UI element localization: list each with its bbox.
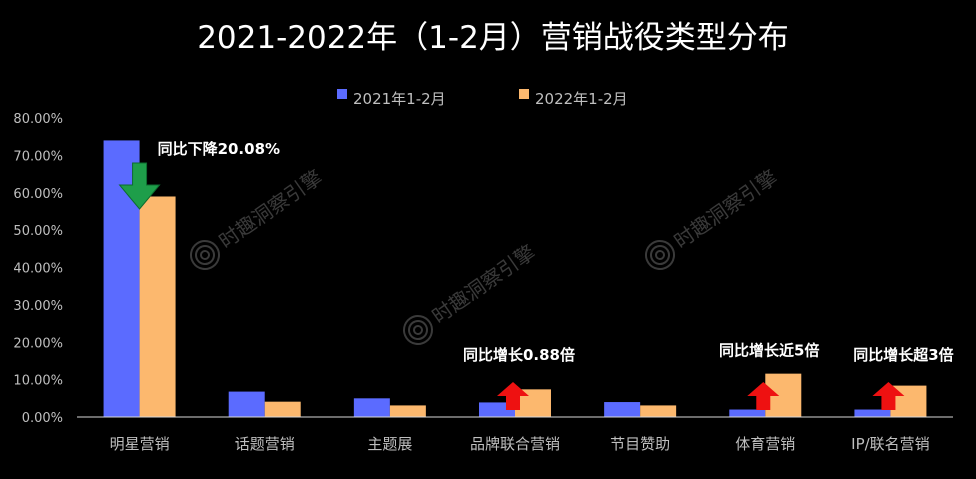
x-tick-label: IP/联名营销 bbox=[851, 435, 930, 453]
watermark: 时趣洞察引擎 bbox=[190, 165, 327, 270]
watermark-logo-icon bbox=[655, 250, 665, 260]
watermark-text: 时趣洞察引擎 bbox=[428, 240, 540, 328]
y-tick-label: 30.00% bbox=[13, 299, 63, 314]
arrow-down-icon bbox=[118, 162, 161, 210]
x-tick-label: 品牌联合营销 bbox=[470, 435, 560, 453]
legend-label-2021: 2021年1-2月 bbox=[353, 90, 446, 108]
watermark: 时趣洞察引擎 bbox=[403, 240, 540, 345]
legend-swatch-2022 bbox=[519, 89, 529, 99]
watermark-text: 时趣洞察引擎 bbox=[670, 165, 782, 253]
annotation-label: 同比增长近5倍 bbox=[719, 342, 819, 360]
x-axis: 明星营销 话题营销 主题展 品牌联合营销 节目赞助 体育营销 IP/联名营销 bbox=[110, 435, 930, 453]
y-tick-label: 40.00% bbox=[13, 262, 63, 277]
annotation-label: 同比下降20.08% bbox=[158, 140, 280, 158]
y-tick-label: 80.00% bbox=[13, 112, 63, 127]
bar-2021 bbox=[353, 398, 390, 417]
annotations: 同比下降20.08% 同比增长0.88倍 同比增长近5倍 同比增长超3倍 bbox=[158, 140, 954, 364]
y-axis: 0.00% 10.00% 20.00% 30.00% 40.00% 50.00% 60.00… bbox=[13, 112, 63, 426]
y-tick-label: 70.00% bbox=[13, 149, 63, 164]
legend-swatch-2021 bbox=[337, 89, 347, 99]
x-tick-label: 主题展 bbox=[367, 435, 412, 453]
watermark-logo-icon bbox=[403, 315, 433, 345]
legend-label-2022: 2022年1-2月 bbox=[535, 90, 628, 108]
bar-2022 bbox=[139, 196, 176, 417]
x-tick-label: 明星营销 bbox=[110, 435, 170, 453]
y-tick-label: 20.00% bbox=[13, 336, 63, 351]
x-tick-label: 节目赞助 bbox=[610, 435, 670, 453]
watermark-logo-icon bbox=[650, 245, 670, 265]
x-tick-label: 话题营销 bbox=[235, 435, 295, 453]
watermark-text: 时趣洞察引擎 bbox=[215, 165, 327, 253]
legend: 2021年1-2月 2022年1-2月 bbox=[337, 89, 628, 108]
arrow-up-icon bbox=[747, 382, 780, 410]
y-tick-label: 10.00% bbox=[13, 374, 63, 389]
arrow-up-icon bbox=[872, 382, 905, 410]
bar-2022 bbox=[389, 405, 426, 417]
y-tick-label: 50.00% bbox=[13, 224, 63, 239]
bar-2022 bbox=[264, 401, 301, 417]
bars bbox=[103, 140, 927, 418]
bar-2022 bbox=[640, 405, 677, 417]
watermark: 时趣洞察引擎 bbox=[645, 165, 782, 270]
chart-title: 2021-2022年（1-2月）营销战役类型分布 bbox=[197, 20, 789, 56]
watermark-logo-icon bbox=[190, 240, 220, 270]
annotation-label: 同比增长0.88倍 bbox=[463, 346, 575, 364]
watermark-logo-icon bbox=[195, 245, 215, 265]
annotation-label: 同比增长超3倍 bbox=[853, 346, 953, 364]
arrow-up-icon bbox=[497, 382, 529, 410]
watermark-logo-icon bbox=[408, 320, 428, 340]
bar-2021 bbox=[854, 409, 891, 417]
bar-2021 bbox=[729, 409, 766, 417]
y-tick-label: 60.00% bbox=[13, 187, 63, 202]
watermark-logo-icon bbox=[200, 250, 210, 260]
x-tick-label: 体育营销 bbox=[735, 435, 795, 453]
watermark-logo-icon bbox=[645, 240, 675, 270]
y-tick-label: 0.00% bbox=[22, 411, 63, 426]
bar-2021 bbox=[228, 391, 265, 417]
watermark-logo-icon bbox=[413, 325, 423, 335]
bar-2021 bbox=[604, 402, 641, 417]
annotation-arrows bbox=[118, 162, 905, 410]
